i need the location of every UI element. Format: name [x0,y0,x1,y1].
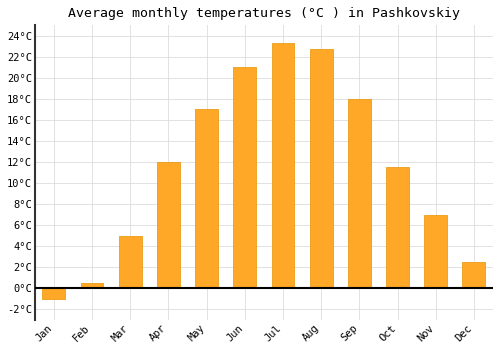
Bar [272,43,294,288]
Title: Average monthly temperatures (°C ) in Pashkovskiy: Average monthly temperatures (°C ) in Pa… [68,7,460,20]
Bar [310,49,332,288]
Bar [386,167,409,288]
Bar [119,236,142,288]
Bar [348,99,371,288]
Bar [424,215,447,288]
Bar [195,110,218,288]
Bar [42,288,66,299]
Bar [80,283,104,288]
Bar [462,262,485,288]
Bar [157,162,180,288]
Bar [234,67,256,288]
